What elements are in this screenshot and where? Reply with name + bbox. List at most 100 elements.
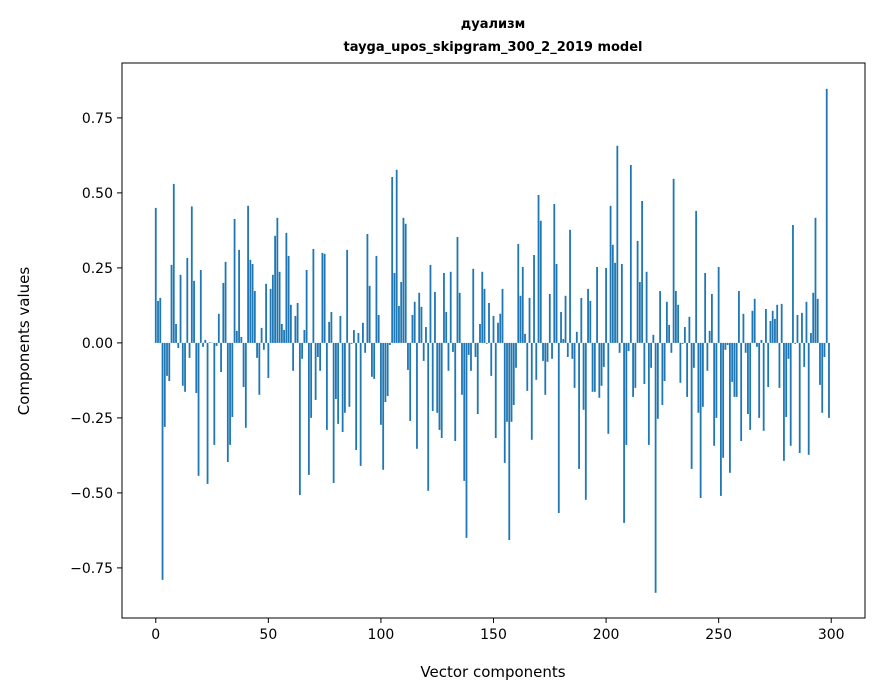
y-tick-label: 0.75 <box>82 111 113 127</box>
bar <box>463 342 466 481</box>
bar <box>271 274 274 343</box>
bar <box>474 342 477 357</box>
bar <box>334 342 337 399</box>
bar <box>312 249 315 343</box>
x-axis: 0 50 100 150 200 250 300 <box>151 618 845 643</box>
bar <box>280 324 283 343</box>
bar <box>337 342 340 424</box>
bar <box>697 342 700 413</box>
bar <box>485 342 488 344</box>
bar <box>749 342 752 430</box>
bar <box>760 339 763 343</box>
bar <box>740 342 743 441</box>
bar <box>235 330 238 343</box>
bar <box>677 304 680 343</box>
bar <box>330 312 333 343</box>
bar <box>222 282 225 343</box>
x-tick-label: 300 <box>818 627 845 643</box>
bar <box>767 342 770 387</box>
y-axis-label: Components values <box>15 267 33 416</box>
bar <box>562 339 565 343</box>
bar <box>634 342 637 388</box>
bar <box>614 262 616 343</box>
bar <box>357 333 360 343</box>
y-tick-label: 0.25 <box>82 261 113 277</box>
bar <box>778 342 781 388</box>
bar <box>668 324 671 343</box>
bar <box>503 342 506 463</box>
bar <box>546 342 549 362</box>
bar <box>686 342 689 397</box>
bar <box>641 201 644 343</box>
bar <box>400 282 403 343</box>
bar <box>298 342 301 495</box>
bar <box>325 342 328 430</box>
bar <box>789 342 792 446</box>
bar <box>314 342 317 400</box>
bar <box>566 342 569 357</box>
chart-subtitle: tayga_upos_skipgram_300_2_2019 model <box>344 40 643 55</box>
bar <box>202 342 204 347</box>
bar <box>285 232 288 343</box>
bar <box>244 342 247 428</box>
bar <box>774 318 776 343</box>
bar <box>596 267 598 343</box>
bar <box>420 306 423 343</box>
bar <box>179 274 182 343</box>
bar <box>332 342 335 483</box>
bar <box>287 255 290 343</box>
bar <box>701 342 704 407</box>
bar <box>470 342 472 371</box>
bar <box>431 342 434 411</box>
bar <box>161 342 164 580</box>
bar <box>807 342 810 455</box>
bar <box>377 315 380 343</box>
bar <box>456 237 459 343</box>
bar <box>726 342 729 345</box>
bar <box>267 342 270 378</box>
bar <box>479 324 481 343</box>
bar <box>418 292 421 343</box>
bar <box>674 291 677 343</box>
bar <box>404 223 407 343</box>
bar <box>375 255 378 343</box>
bar <box>733 342 736 397</box>
bar <box>665 301 668 343</box>
bar <box>440 342 443 438</box>
bar <box>497 322 499 343</box>
bar <box>465 342 468 538</box>
bar <box>656 342 659 419</box>
bar <box>796 315 799 343</box>
bar <box>242 342 245 387</box>
bar <box>409 342 412 421</box>
bar <box>283 330 286 343</box>
bar <box>616 145 619 343</box>
bar <box>366 234 369 343</box>
bar <box>589 300 592 343</box>
bar <box>343 342 346 413</box>
x-tick-label: 0 <box>151 627 160 643</box>
bar <box>438 342 441 430</box>
bar <box>238 249 240 343</box>
bar <box>587 288 589 343</box>
bar <box>636 240 639 343</box>
bar <box>307 342 310 475</box>
bar <box>783 342 785 461</box>
bar <box>611 244 614 343</box>
bar <box>629 165 632 343</box>
bar <box>449 271 452 343</box>
bar <box>591 342 594 392</box>
bar <box>580 297 583 343</box>
bar <box>607 342 610 434</box>
bar <box>429 264 432 343</box>
bar <box>729 342 731 473</box>
bar <box>416 342 418 449</box>
bar <box>670 342 673 353</box>
x-tick-label: 150 <box>480 627 507 643</box>
bar <box>380 342 382 425</box>
bar <box>787 342 790 359</box>
bar <box>762 342 765 431</box>
bar <box>758 342 761 418</box>
y-tick-label: −0.75 <box>70 561 113 577</box>
bar <box>301 342 304 359</box>
